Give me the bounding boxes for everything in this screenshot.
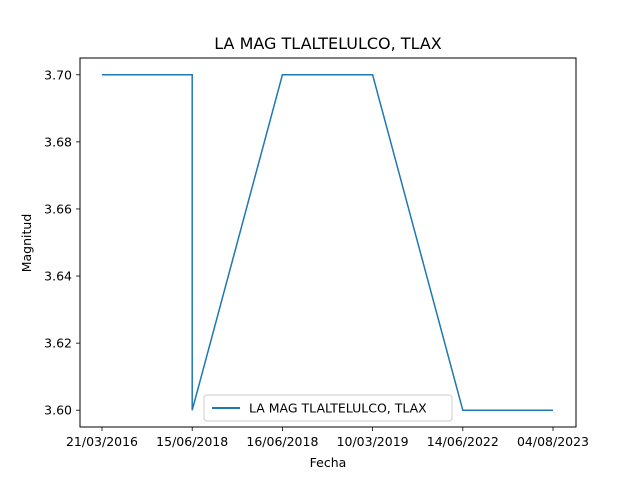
x-tick-label: 16/06/2018 bbox=[246, 434, 318, 449]
y-tick-label: 3.60 bbox=[44, 403, 72, 418]
axes-frame bbox=[79, 57, 577, 428]
y-axis-label: Magnitud bbox=[19, 214, 34, 273]
series-line bbox=[102, 74, 553, 411]
y-tick-label: 3.66 bbox=[44, 201, 72, 216]
plot-area bbox=[102, 74, 553, 411]
legend-box bbox=[203, 394, 453, 422]
y-axis: 3.60 3.62 3.64 3.66 3.68 3.70 bbox=[44, 67, 80, 418]
y-tick-label: 3.62 bbox=[44, 336, 72, 351]
y-tick-label: 3.64 bbox=[44, 269, 72, 284]
x-tick-label: 10/03/2019 bbox=[337, 434, 409, 449]
x-tick-label: 15/06/2018 bbox=[156, 434, 228, 449]
x-axis: 21/03/2016 15/06/2018 16/06/2018 10/03/2019… bbox=[66, 427, 589, 449]
y-tick-label: 3.70 bbox=[44, 67, 72, 82]
x-tick-label: 14/06/2022 bbox=[427, 434, 499, 449]
x-tick-label: 21/03/2016 bbox=[66, 434, 138, 449]
legend-label: LA MAG TLALTELULCO, TLAX bbox=[249, 401, 427, 416]
x-axis-label: Fecha bbox=[310, 455, 347, 470]
y-tick-label: 3.68 bbox=[44, 134, 72, 149]
x-tick-label: 04/08/2023 bbox=[517, 434, 589, 449]
chart-title: LA MAG TLALTELULCO, TLAX bbox=[214, 34, 442, 53]
legend: LA MAG TLALTELULCO, TLAX bbox=[203, 394, 453, 422]
